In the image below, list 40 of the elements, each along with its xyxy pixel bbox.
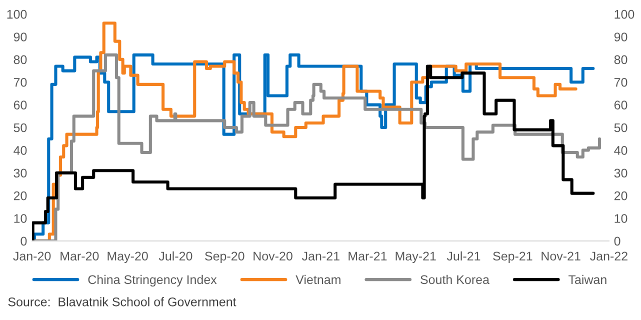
y-tick-label: 100 [7, 10, 27, 19]
x-tick-label: Nov-20 [254, 252, 292, 261]
x-tick-label: Mar-20 [60, 252, 99, 261]
y2-tick-label: 20 [614, 191, 628, 200]
y-tick-label: 70 [14, 78, 27, 87]
y2-tick-label: 90 [614, 32, 628, 42]
y2-tick-label: 80 [614, 55, 628, 64]
legend-label: China Stringency Index [88, 274, 217, 287]
y-tick-label: 20 [14, 191, 27, 200]
x-tick-label: May-21 [396, 252, 436, 264]
x-tick-label: Mar-21 [348, 252, 387, 261]
y-tick-label: 50 [14, 123, 27, 132]
y2-tick-label: 70 [614, 78, 628, 87]
y-tick-label: 60 [14, 100, 27, 110]
y-tick-label: 30 [14, 168, 27, 178]
source-note: Source: Blavatnik School of Government [8, 297, 236, 306]
x-tick-label: Sep-21 [493, 252, 532, 264]
y2-tick-label: 10 [614, 214, 628, 223]
x-tick-label: Sep-20 [205, 252, 244, 264]
legend-label: Taiwan [568, 274, 606, 284]
y-tick-label: 10 [14, 214, 27, 223]
y-tick-label: 90 [14, 32, 27, 42]
y2-tick-label: 40 [614, 146, 628, 155]
y-tick-label: 80 [14, 55, 27, 64]
y2-tick-label: 100 [614, 10, 634, 19]
y-tick-label: 0 [20, 236, 27, 246]
legend-label: South Korea [420, 274, 490, 284]
x-tick-label: May-20 [108, 252, 148, 264]
x-tick-label: Jan-22 [590, 252, 628, 261]
y2-tick-label: 30 [614, 168, 628, 178]
y2-tick-label: 0 [614, 236, 620, 246]
x-tick-label: Jan-20 [13, 252, 51, 261]
x-tick-label: Nov-21 [542, 252, 580, 261]
legend-label: Vietnam [296, 274, 340, 284]
y-tick-label: 40 [14, 146, 27, 155]
y2-tick-label: 60 [614, 100, 628, 110]
x-tick-label: Jan-21 [302, 252, 340, 261]
x-tick-label: Jul-20 [158, 251, 192, 261]
x-tick-label: Jul-21 [446, 251, 480, 261]
y2-tick-label: 50 [614, 123, 628, 132]
